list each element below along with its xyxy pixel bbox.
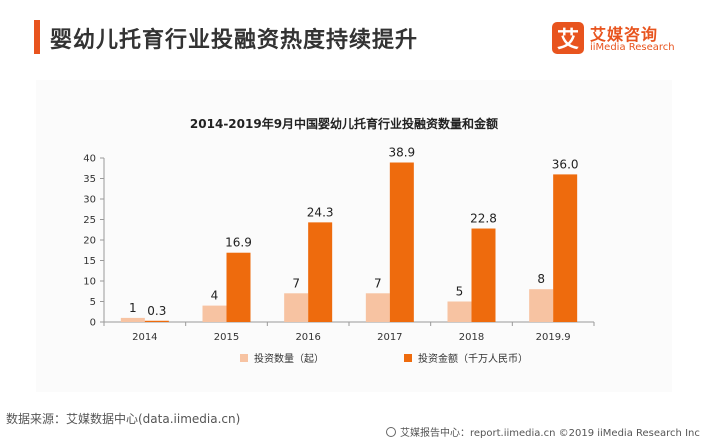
data-label: 8 xyxy=(537,272,545,286)
chart-legend: 投资数量（起） 投资金额（千万人民币） xyxy=(240,352,528,365)
footer-credit: 艾媒报告中心：report.iimedia.cn ©2019 iiMedia R… xyxy=(386,424,700,439)
x-tick-label: 2017 xyxy=(377,332,402,343)
y-tick-label: 20 xyxy=(83,236,96,247)
y-tick-label: 35 xyxy=(83,174,96,185)
report-center-icon xyxy=(386,426,396,437)
legend-label: 投资数量（起） xyxy=(254,352,324,365)
bar-investment-amount xyxy=(471,228,496,322)
data-source-note: 数据来源：艾媒数据中心(data.iimedia.cn) xyxy=(6,412,241,426)
brand-logo: 艾 艾媒咨询 iiMedia Research xyxy=(552,22,692,58)
x-tick-label: 2019.9 xyxy=(536,332,571,343)
data-label: 36.0 xyxy=(552,157,579,171)
y-tick-label: 10 xyxy=(83,277,96,288)
page-title: 婴幼儿托育行业投融资热度持续提升 xyxy=(50,28,419,53)
bar-investment-amount xyxy=(389,162,414,322)
bar-investment-count xyxy=(120,317,145,322)
data-label: 4 xyxy=(211,289,219,303)
data-label: 1 xyxy=(129,301,137,315)
bar-investment-count xyxy=(284,293,309,322)
y-tick-label: 0 xyxy=(90,318,96,329)
x-tick-label: 2016 xyxy=(295,332,320,343)
x-tick-label: 2018 xyxy=(459,332,484,343)
bar-investment-amount xyxy=(144,320,169,322)
bar-investment-count xyxy=(529,289,554,322)
logo-name-en: iiMedia Research xyxy=(590,42,675,53)
chart-title: 2014-2019年9月中国婴幼儿托育行业投融资数量和金额 xyxy=(190,116,498,131)
data-label: 7 xyxy=(292,276,300,290)
bar-investment-count xyxy=(365,293,390,322)
bar-investment-count xyxy=(447,301,472,322)
logo-mark-icon: 艾 xyxy=(552,22,584,54)
x-tick-label: 2015 xyxy=(214,332,239,343)
logo-name-cn: 艾媒咨询 xyxy=(590,25,659,44)
legend-swatch xyxy=(240,354,248,362)
y-tick-label: 30 xyxy=(83,195,96,206)
legend-label: 投资金额（千万人民币） xyxy=(418,352,528,365)
bar-investment-amount xyxy=(226,252,251,322)
bar-investment-amount xyxy=(308,222,333,322)
y-tick-label: 15 xyxy=(83,256,96,267)
data-label: 5 xyxy=(456,285,464,299)
chart-bars: 1 0.3 4 16.9 7 24.3 7 38.9 5 22.8 8 36.0 xyxy=(120,146,579,322)
legend-swatch xyxy=(404,354,412,362)
data-label: 16.9 xyxy=(225,236,252,250)
bar-investment-amount xyxy=(553,174,578,322)
data-label: 0.3 xyxy=(147,304,166,318)
data-label: 38.9 xyxy=(388,146,415,160)
data-label: 22.8 xyxy=(470,212,497,226)
data-label: 24.3 xyxy=(307,205,334,219)
bar-investment-count xyxy=(202,305,227,322)
y-tick-label: 25 xyxy=(83,215,96,226)
y-tick-label: 40 xyxy=(83,154,96,165)
data-label: 7 xyxy=(374,276,382,290)
footer-credit-text: 艾媒报告中心：report.iimedia.cn ©2019 iiMedia R… xyxy=(400,428,700,439)
title-accent-bar xyxy=(34,20,40,54)
x-tick-label: 2014 xyxy=(132,332,157,343)
y-tick-label: 5 xyxy=(90,297,96,308)
